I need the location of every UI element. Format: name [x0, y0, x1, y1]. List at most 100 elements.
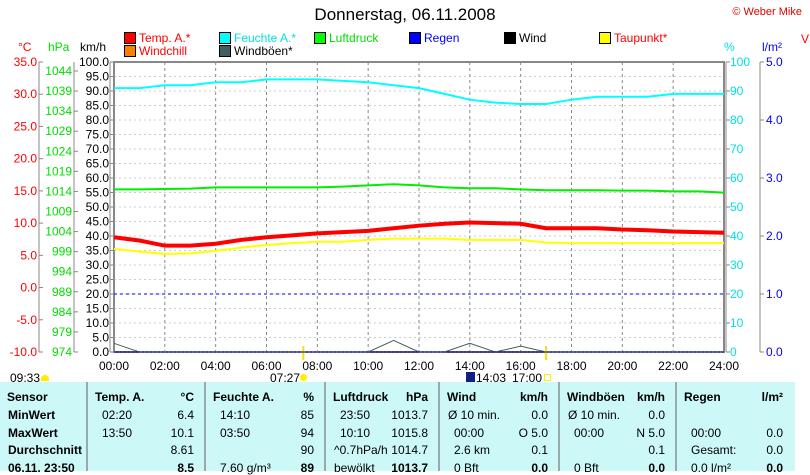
speed-tick-label: 30.0 — [86, 258, 110, 272]
speed-unit: km/h — [80, 40, 107, 54]
legend-label: Feuchte A.* — [234, 31, 297, 45]
pressure-tick-label: 1044 — [45, 64, 72, 78]
cell-text: 2.6 km — [454, 443, 491, 457]
cell-value: 10.1 — [170, 425, 194, 440]
speed-tick-label: 35.0 — [86, 244, 110, 258]
x-tick-label: 00:00 — [99, 359, 129, 373]
speed-tick-label: 65.0 — [86, 157, 110, 171]
legend-swatch — [219, 32, 231, 44]
cell-value: 0.0 — [648, 408, 665, 422]
cell-value: 1013.7 — [391, 460, 428, 475]
x-tick-label: 08:00 — [302, 359, 332, 373]
temp-tick-label: 0.0 — [20, 281, 37, 295]
speed-tick-label: 45.0 — [86, 215, 110, 229]
page-title: Donnerstag, 06.11.2008 — [314, 5, 496, 24]
legend-item: Windchill — [124, 44, 187, 58]
humidity-tick-label: 60 — [730, 171, 744, 185]
pressure-tick-label: 1024 — [45, 144, 72, 158]
cell-value: 6.4 — [177, 408, 194, 422]
stats-table: Sensor Temp. A. °C Feuchte A.% Luftdruck hPa W… — [0, 382, 795, 475]
column-header: Regen — [684, 390, 721, 404]
humidity-tick-label: 10 — [730, 316, 744, 330]
cell-value: 0.1 — [648, 443, 665, 457]
rain-tick-label: 5.0 — [766, 55, 783, 69]
cell-value: 94 — [300, 425, 314, 440]
legend-swatch — [219, 45, 231, 57]
moon-phase-icon — [466, 372, 475, 382]
column-divider — [0, 382, 206, 471]
speed-tick-label: 55.0 — [86, 186, 110, 200]
moonrise-time: 09:33 — [10, 371, 41, 385]
cell-value: 0.0 — [531, 460, 548, 475]
moonset-time: 14:03 — [476, 371, 507, 385]
x-tick-label: 22:00 — [658, 359, 688, 373]
speed-tick-label: 100.0 — [79, 55, 109, 69]
column-unit: l/m² — [761, 390, 783, 404]
pressure-tick-label: 1019 — [45, 164, 72, 178]
series-line-luftdruck — [114, 183, 725, 194]
copyright: © Weber Mike — [732, 6, 802, 18]
humidity-tick-label: 30 — [730, 258, 744, 272]
column-divider — [0, 382, 560, 471]
column-unit: km/h — [636, 390, 665, 404]
column-header: Feuchte A. — [213, 390, 274, 404]
temp-tick-label: 35.0 — [14, 55, 38, 69]
x-tick-label: 10:00 — [353, 359, 383, 373]
speed-tick-label: 5.0 — [92, 331, 109, 345]
speed-tick-label: 95.0 — [86, 70, 110, 84]
legend-label: Regen — [424, 31, 460, 45]
legend-item: Taupunkt* — [599, 31, 667, 45]
speed-tick-label: 40.0 — [86, 229, 110, 243]
speed-tick-label: 75.0 — [86, 128, 110, 142]
cell-value: 90 — [300, 443, 314, 457]
speed-tick-label: 50.0 — [86, 200, 110, 214]
pressure-tick-label: 1029 — [45, 124, 72, 138]
pressure-unit: hPa — [48, 40, 70, 54]
partial-unit: V — [801, 32, 810, 46]
humidity-tick-label: 70 — [730, 142, 744, 156]
humidity-tick-label: 40 — [730, 229, 744, 243]
temp-tick-label: -10.0 — [10, 345, 38, 359]
column-header: Luftdruck — [333, 390, 389, 404]
pressure-tick-label: 984 — [52, 305, 72, 319]
cell-value: 89 — [300, 460, 314, 475]
rain-unit: l/m² — [762, 40, 782, 54]
cell-text: 14:10 — [220, 408, 251, 422]
temp-tick-label: -5.0 — [16, 313, 37, 327]
column-unit: km/h — [519, 390, 548, 404]
cell-text: 00:00 — [574, 425, 605, 440]
rain-tick-label: 2.0 — [766, 229, 783, 243]
temp-tick-label: 30.0 — [14, 87, 38, 101]
humidity-tick-label: 50 — [730, 200, 744, 214]
cell-text: 03:50 — [220, 425, 251, 440]
legend-item: Windböen* — [219, 44, 293, 58]
pressure-tick-label: 1039 — [45, 84, 72, 98]
column-header: Temp. A. — [95, 390, 145, 404]
x-tick-label: 24:00 — [709, 359, 739, 373]
series-line-temp-a- — [113, 220, 725, 248]
legend-item: Regen — [409, 31, 459, 45]
speed-tick-label: 0.0 — [92, 345, 109, 359]
legend-swatch — [599, 32, 611, 44]
speed-tick-label: 15.0 — [86, 302, 110, 316]
cell-value: 8.61 — [170, 443, 194, 457]
sunset-icon — [544, 374, 551, 381]
humidity-tick-label: 90 — [730, 84, 744, 98]
cell-value: 1015.8 — [391, 425, 428, 440]
column-unit: °C — [180, 390, 194, 404]
legend-label: Temp. A.* — [139, 31, 191, 45]
x-tick-label: 16:00 — [506, 359, 536, 373]
row-label: 06.11. 23:50 — [8, 460, 75, 475]
cell-value: 0.0 — [766, 443, 783, 457]
cell-value: 1014.7 — [391, 443, 428, 457]
cell-text: 02:20 — [102, 408, 133, 422]
cell-text: Gesamt: — [691, 443, 737, 457]
legend-swatch — [504, 32, 516, 44]
column-divider — [0, 382, 88, 471]
humidity-tick-label: 20 — [730, 287, 744, 301]
series-line-feuchte-a- — [114, 78, 724, 106]
pressure-tick-label: 974 — [52, 345, 72, 359]
x-tick-label: 04:00 — [201, 359, 231, 373]
cell-value: 85 — [300, 408, 314, 422]
speed-tick-label: 85.0 — [86, 99, 110, 113]
